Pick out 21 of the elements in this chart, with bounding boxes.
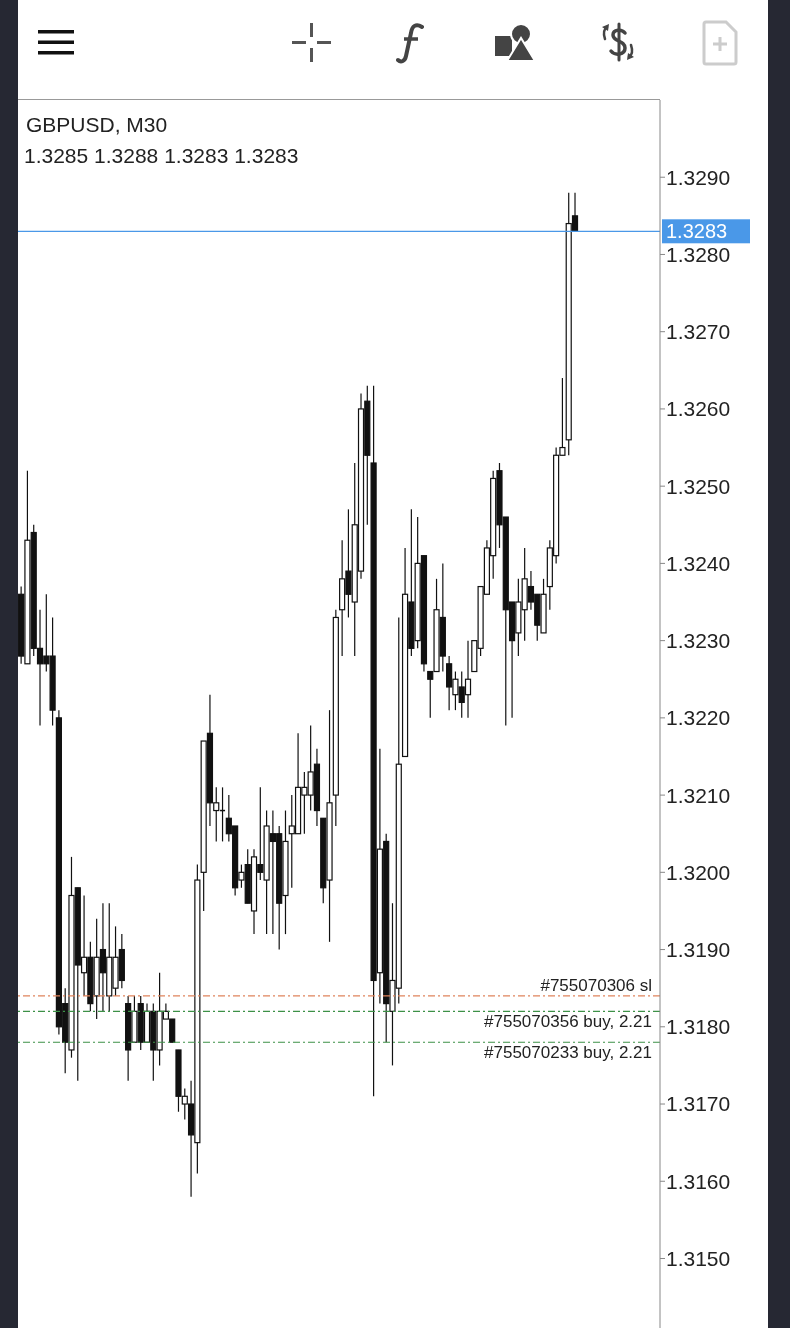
ref-line-label: 1.3283 bbox=[666, 220, 728, 243]
ref-line-label: #755070356 buy, 2.21 bbox=[484, 1012, 652, 1032]
y-tick-label: 1.3230 bbox=[666, 629, 731, 653]
ref-line-label: #755070306 sl bbox=[540, 975, 652, 995]
y-tick-label: 1.3260 bbox=[666, 397, 731, 421]
y-tick-label: 1.3220 bbox=[666, 706, 731, 730]
y-tick-label: 1.3170 bbox=[666, 1092, 731, 1116]
y-tick-label: 1.3150 bbox=[666, 1246, 731, 1270]
text: 1.3285 1.3288 1.3283 1.3283 bbox=[24, 144, 299, 168]
y-tick-label: 1.3240 bbox=[666, 551, 731, 575]
y-tick-label: 1.3280 bbox=[666, 242, 731, 266]
y-tick-label: 1.3210 bbox=[666, 783, 731, 807]
y-tick-label: 1.3250 bbox=[666, 474, 731, 498]
y-tick-label: 1.3270 bbox=[666, 320, 731, 344]
ref-line-label: #755070233 buy, 2.21 bbox=[484, 1043, 652, 1063]
y-tick-label: 1.3180 bbox=[666, 1015, 731, 1039]
y-tick-label: 1.3290 bbox=[666, 165, 731, 189]
text: GBPUSD, M30 bbox=[26, 113, 168, 137]
y-tick-label: 1.3160 bbox=[666, 1169, 731, 1193]
y-tick-label: 1.3200 bbox=[666, 860, 731, 884]
y-tick-label: 1.3190 bbox=[666, 938, 731, 962]
